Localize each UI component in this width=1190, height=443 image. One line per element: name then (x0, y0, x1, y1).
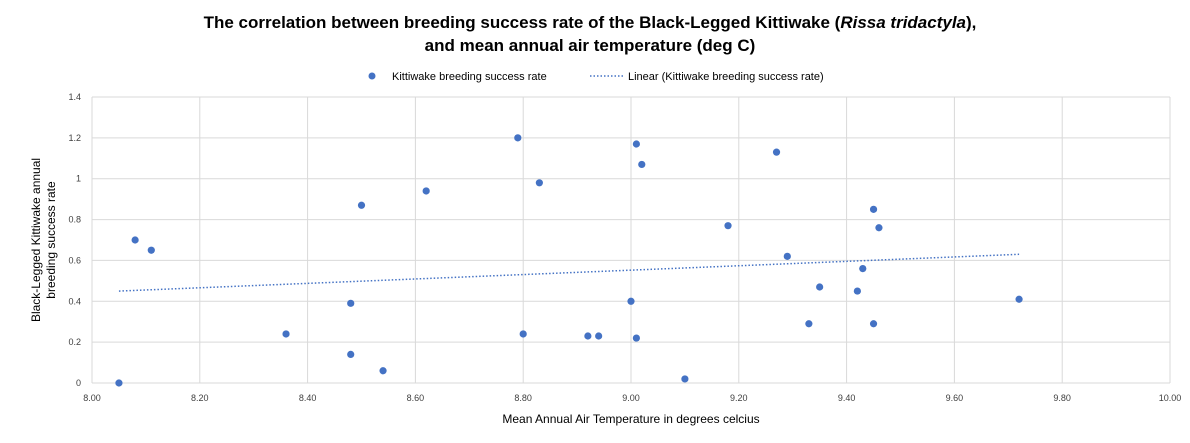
x-tick-label: 10.00 (1159, 393, 1182, 403)
chart-title-line1: The correlation between breeding success… (204, 13, 977, 32)
y-tick-label: 0.2 (68, 337, 81, 347)
trendline-layer (118, 253, 1020, 292)
data-point (681, 375, 689, 383)
chart-title-line2: and mean annual air temperature (deg C) (425, 36, 756, 55)
data-point (514, 134, 522, 142)
data-point (638, 160, 646, 169)
data-point (853, 287, 861, 295)
x-tick-label: 8.60 (407, 393, 425, 403)
y-tick-label: 0 (76, 378, 81, 388)
x-tick-label: 8.00 (83, 393, 101, 403)
data-point (875, 224, 883, 232)
data-point (519, 330, 527, 338)
data-point (772, 148, 781, 156)
data-point (535, 179, 543, 187)
y-tick-label: 0.6 (68, 255, 81, 265)
y-tick-label: 1.4 (68, 92, 81, 102)
x-tick-label: 9.40 (838, 393, 856, 403)
x-tick-label: 8.40 (299, 393, 317, 403)
data-point (131, 236, 139, 244)
data-point (859, 265, 867, 273)
x-tick-label: 9.00 (622, 393, 640, 403)
data-point (422, 187, 430, 195)
gridlines (91, 96, 1171, 384)
x-tick-label: 9.20 (730, 393, 748, 403)
x-axis-title: Mean Annual Air Temperature in degrees c… (502, 412, 759, 426)
data-point (632, 140, 640, 148)
data-point (632, 334, 640, 342)
y-axis-title-line1: Black-Legged Kittiwake annual (29, 158, 43, 322)
data-point (869, 205, 878, 213)
data-point (805, 320, 813, 328)
x-tick-label: 8.20 (191, 393, 209, 403)
data-point (115, 379, 123, 387)
data-point (347, 350, 355, 358)
data-point (347, 299, 355, 307)
data-point (816, 283, 824, 291)
y-axis-title-line2: breeding success rate (44, 181, 58, 299)
y-tick-label: 1.2 (68, 133, 81, 143)
data-point (595, 332, 603, 340)
y-tick-label: 1 (76, 174, 81, 184)
x-tick-label: 8.80 (514, 393, 532, 403)
legend-marker-scatter (368, 72, 376, 80)
data-point (724, 222, 732, 230)
x-tick-label: 9.60 (946, 393, 964, 403)
data-point (783, 252, 791, 260)
legend-label-scatter: Kittiwake breeding success rate (392, 71, 547, 83)
data-point (379, 367, 387, 375)
data-point (147, 246, 155, 254)
data-point (584, 332, 592, 340)
y-tick-label: 0.8 (68, 215, 81, 225)
y-tick-label: 0.4 (68, 296, 81, 306)
data-point (282, 330, 290, 338)
data-point (357, 201, 366, 209)
legend-label-trendline: Linear (Kittiwake breeding success rate) (628, 71, 824, 83)
legend: Kittiwake breeding success rate Linear (… (368, 71, 824, 83)
data-points (115, 134, 1023, 387)
linear-trendline (118, 253, 1020, 292)
tick-labels: 8.00 8.20 8.40 8.60 8.80 9.00 9.20 9.40 9.60 9.80… (68, 92, 1181, 403)
x-tick-label: 9.80 (1053, 393, 1071, 403)
data-point (1015, 295, 1023, 303)
data-point (869, 320, 878, 328)
data-point (627, 297, 635, 305)
